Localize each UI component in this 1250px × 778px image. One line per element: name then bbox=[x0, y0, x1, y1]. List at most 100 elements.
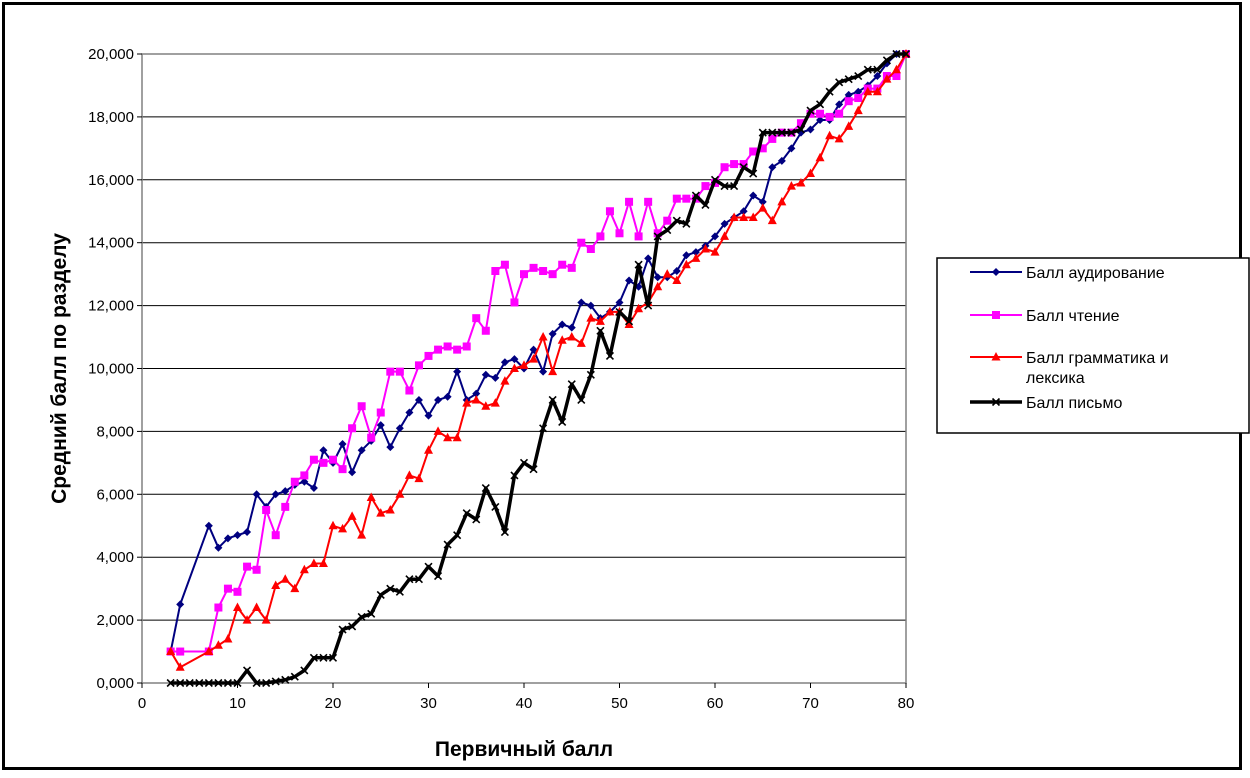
data-point bbox=[586, 370, 595, 379]
data-point bbox=[644, 254, 653, 263]
data-point bbox=[309, 653, 318, 662]
data-point bbox=[319, 653, 328, 662]
legend-item: Балл грамматика и лексика bbox=[970, 350, 1169, 387]
y-tick-label: 10,000 bbox=[88, 361, 134, 378]
data-point bbox=[223, 633, 233, 643]
data-point bbox=[510, 355, 519, 364]
data-point bbox=[835, 78, 844, 87]
data-point bbox=[529, 354, 539, 363]
data-point bbox=[816, 116, 825, 125]
data-point bbox=[252, 602, 262, 612]
data-point bbox=[691, 248, 700, 257]
x-axis-title: Первичный балл bbox=[435, 738, 613, 761]
data-point bbox=[548, 366, 558, 376]
data-point bbox=[596, 326, 605, 335]
x-tick-label: 30 bbox=[420, 695, 437, 712]
data-point bbox=[500, 376, 510, 385]
data-point bbox=[768, 134, 777, 143]
data-point bbox=[290, 477, 299, 486]
data-point bbox=[538, 332, 548, 341]
data-point bbox=[739, 207, 748, 216]
data-point bbox=[835, 109, 844, 118]
data-point bbox=[653, 232, 662, 241]
data-point bbox=[567, 380, 576, 389]
data-point bbox=[567, 323, 576, 332]
data-point bbox=[567, 332, 577, 341]
data-point bbox=[338, 523, 348, 533]
data-point bbox=[854, 71, 863, 81]
data-point bbox=[691, 191, 700, 200]
data-point bbox=[739, 160, 748, 169]
data-point bbox=[730, 182, 739, 191]
data-point bbox=[472, 314, 481, 323]
data-point bbox=[376, 408, 385, 417]
data-point bbox=[577, 238, 586, 247]
data-point bbox=[539, 367, 548, 376]
legend-label: Балл грамматика и лексика bbox=[1026, 350, 1169, 387]
data-point bbox=[366, 492, 376, 501]
data-point bbox=[825, 87, 834, 96]
data-point bbox=[558, 417, 567, 427]
data-point bbox=[204, 678, 213, 688]
data-point bbox=[682, 219, 691, 228]
data-point bbox=[882, 74, 892, 83]
data-point bbox=[854, 87, 863, 96]
data-point bbox=[472, 389, 481, 398]
data-point bbox=[300, 666, 309, 675]
data-point bbox=[318, 558, 328, 567]
data-point bbox=[595, 316, 605, 325]
data-point bbox=[500, 527, 509, 537]
data-point bbox=[414, 473, 424, 483]
data-point bbox=[185, 678, 194, 688]
y-tick-label: 16,000 bbox=[88, 172, 134, 189]
data-point bbox=[471, 394, 481, 404]
legend-label: Балл аудирование bbox=[1026, 265, 1165, 282]
data-point bbox=[434, 345, 443, 354]
data-point bbox=[701, 182, 710, 191]
data-point bbox=[748, 212, 758, 222]
x-tick-label: 20 bbox=[325, 695, 342, 712]
data-point bbox=[844, 121, 854, 130]
data-point bbox=[557, 335, 567, 344]
data-point bbox=[414, 575, 424, 584]
data-point bbox=[290, 672, 299, 681]
data-point bbox=[720, 231, 730, 240]
data-point bbox=[280, 574, 290, 583]
data-point bbox=[376, 421, 385, 430]
data-point bbox=[357, 402, 366, 411]
data-point bbox=[901, 49, 911, 59]
data-point bbox=[739, 212, 749, 222]
data-point bbox=[204, 521, 213, 530]
data-point bbox=[710, 175, 720, 184]
data-point bbox=[424, 445, 433, 454]
y-tick-label: 20,000 bbox=[88, 46, 134, 63]
y-tick-label: 4,000 bbox=[96, 549, 134, 566]
data-point bbox=[710, 247, 720, 256]
data-point bbox=[625, 197, 634, 206]
data-point bbox=[348, 622, 357, 631]
data-point bbox=[309, 558, 319, 567]
data-point bbox=[844, 75, 853, 84]
data-point bbox=[395, 424, 404, 433]
data-point bbox=[395, 367, 404, 376]
data-point bbox=[233, 602, 242, 612]
data-point bbox=[815, 152, 825, 162]
data-point bbox=[634, 232, 643, 241]
data-point bbox=[347, 511, 357, 520]
data-point bbox=[481, 326, 490, 335]
data-point bbox=[653, 273, 662, 282]
data-point bbox=[567, 263, 576, 272]
data-point bbox=[825, 112, 834, 121]
data-point bbox=[529, 263, 538, 272]
data-point bbox=[605, 351, 615, 360]
data-point bbox=[405, 408, 414, 417]
data-point bbox=[338, 465, 347, 474]
data-point bbox=[892, 49, 901, 59]
data-point bbox=[786, 181, 796, 190]
data-point bbox=[176, 678, 185, 688]
data-point bbox=[376, 590, 385, 600]
data-point bbox=[558, 320, 567, 329]
data-point bbox=[644, 301, 653, 310]
data-point bbox=[500, 260, 509, 269]
data-point bbox=[481, 401, 491, 410]
